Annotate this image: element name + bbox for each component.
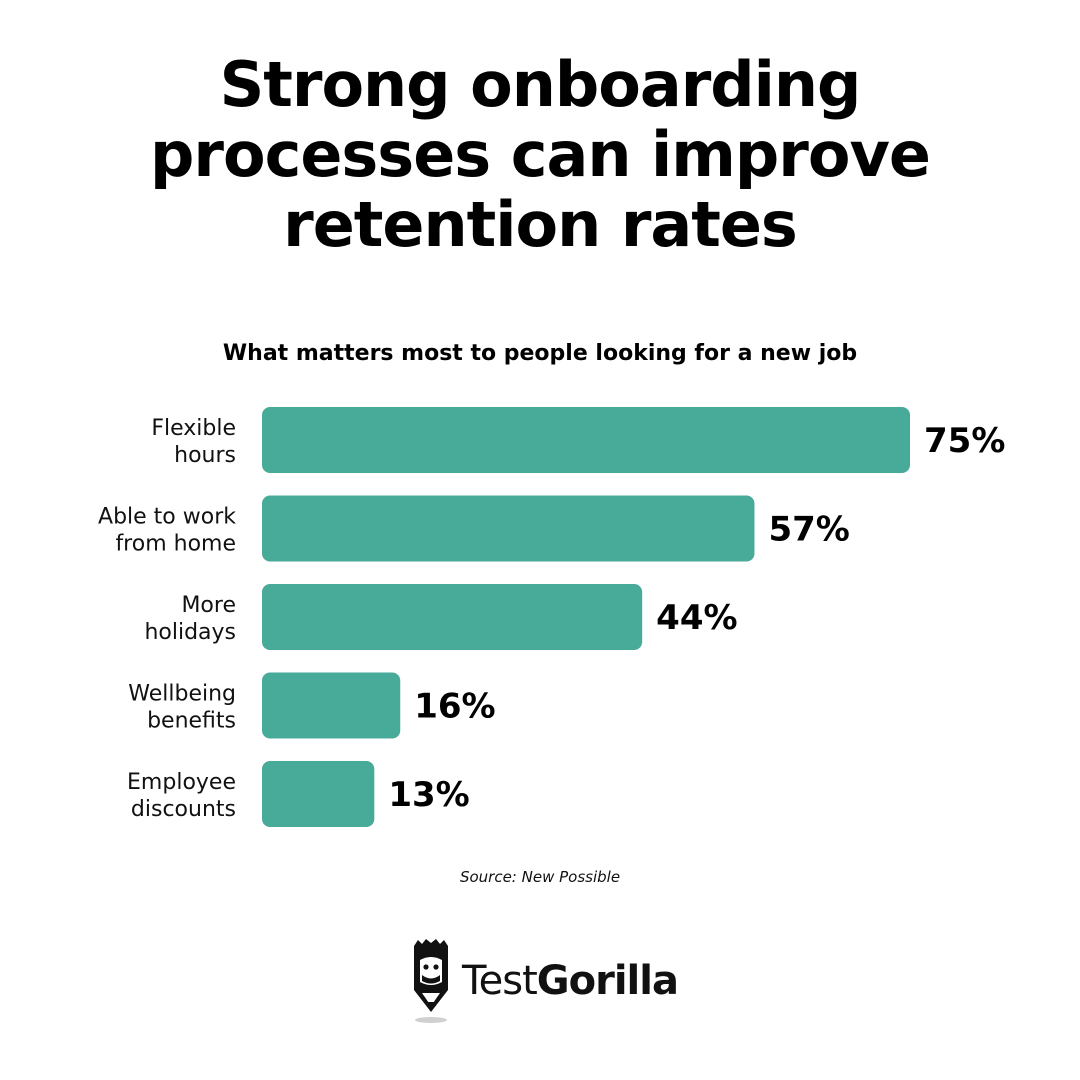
bar (262, 761, 375, 827)
bar (262, 584, 643, 650)
category-label: Employee discounts (127, 770, 236, 822)
brand-name: TestGorilla (462, 957, 679, 1005)
value-label: 16% (414, 687, 495, 727)
brand-name-bold: Gorilla (536, 958, 679, 1004)
title-line: retention rates (283, 188, 798, 261)
category-label: Wellbeing benefits (128, 682, 236, 734)
bar-chart: Flexible hours 75% Able to work from home 57%… (98, 407, 1005, 827)
bar (262, 495, 755, 562)
page-title: Strong onboarding processes can improve … (0, 50, 1080, 260)
value-label: 75% (924, 421, 1005, 461)
category-label: Able to work from home (98, 505, 236, 557)
value-label: 13% (388, 775, 469, 815)
value-label: 57% (768, 510, 849, 550)
brand-name-light: Test (462, 958, 538, 1004)
chart-title: What matters most to people looking for … (222, 341, 858, 366)
bar (262, 407, 910, 473)
bar (262, 672, 401, 739)
title-line: Strong onboarding (219, 48, 862, 121)
value-label: 44% (656, 598, 737, 638)
title-line: processes can improve (150, 118, 931, 191)
category-label: More holidays (144, 593, 236, 645)
category-label: Flexible hours (151, 416, 236, 468)
gorilla-pencil-icon (414, 939, 448, 1023)
brand-logo: TestGorilla (408, 938, 679, 1024)
source-note: Source: New Possible (459, 868, 621, 886)
